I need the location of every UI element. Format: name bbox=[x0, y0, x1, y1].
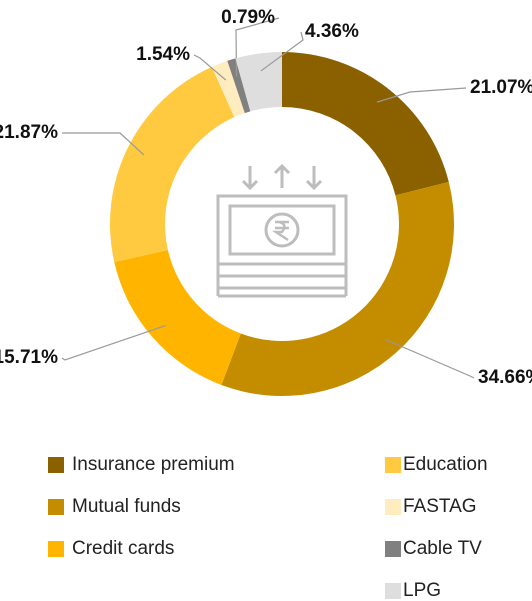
data-label: 34.66% bbox=[478, 367, 532, 388]
legend-swatch bbox=[385, 499, 401, 515]
donut-slice bbox=[110, 66, 235, 263]
leader-line bbox=[61, 324, 166, 361]
donut-slice bbox=[235, 52, 282, 112]
donut-slice bbox=[221, 181, 455, 397]
legend-label: Credit cards bbox=[72, 538, 174, 559]
legend-label: Cable TV bbox=[403, 538, 482, 559]
data-label: 21.87% bbox=[0, 122, 58, 143]
legend-swatch bbox=[385, 457, 401, 473]
legend-swatch bbox=[385, 583, 401, 599]
leader-line bbox=[62, 132, 145, 156]
legend-label: Mutual funds bbox=[72, 496, 181, 517]
legend-label: Insurance premium bbox=[72, 454, 235, 475]
donut-slice bbox=[282, 52, 449, 196]
leader-line bbox=[193, 54, 227, 81]
center-icon bbox=[216, 163, 348, 298]
legend-swatch bbox=[48, 499, 64, 515]
leader-line bbox=[376, 87, 467, 103]
data-label: 1.54% bbox=[136, 44, 190, 65]
data-label: 15.71% bbox=[0, 347, 58, 368]
legend-swatch bbox=[48, 541, 64, 557]
data-label: 0.79% bbox=[221, 7, 275, 28]
data-label: 4.36% bbox=[305, 21, 359, 42]
donut-slice bbox=[114, 249, 241, 385]
legend-label: LPG bbox=[403, 580, 441, 601]
data-label: 21.07% bbox=[470, 77, 532, 98]
leader-line bbox=[384, 338, 475, 379]
leader-line bbox=[260, 31, 304, 72]
legend-swatch bbox=[385, 541, 401, 557]
legend-label: Education bbox=[403, 454, 488, 475]
donut-slice bbox=[227, 58, 251, 114]
legend-label: FASTAG bbox=[403, 496, 477, 517]
legend-swatch bbox=[48, 457, 64, 473]
